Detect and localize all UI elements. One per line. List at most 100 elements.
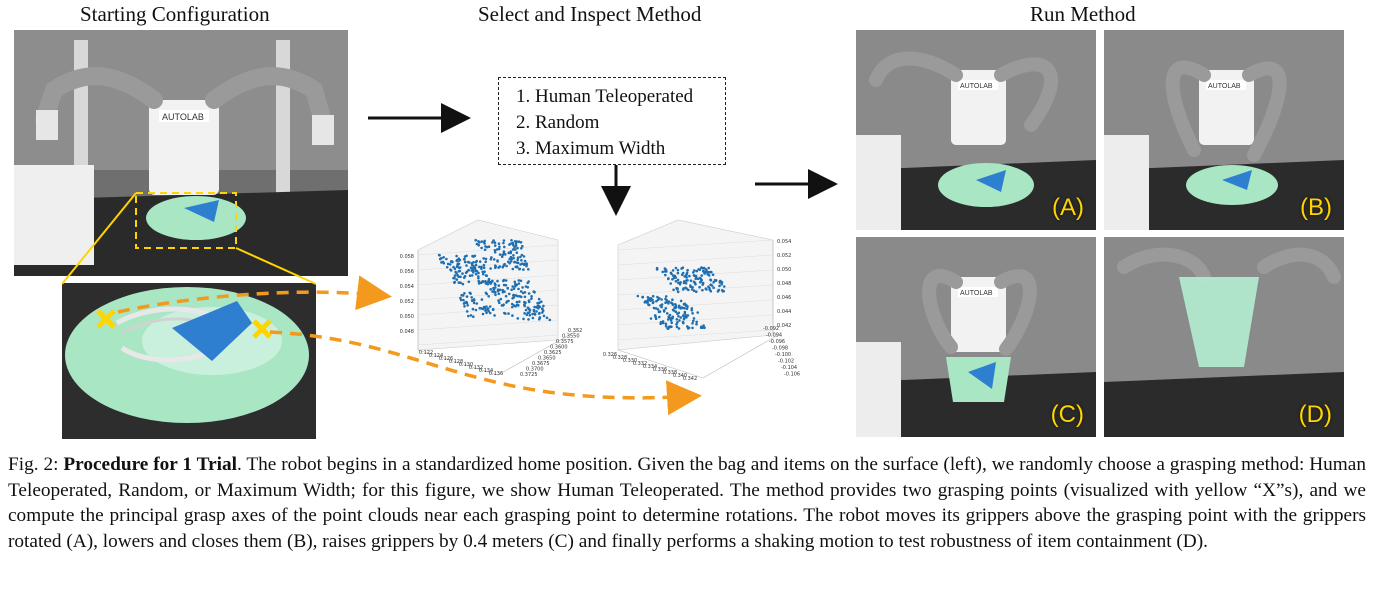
point-cloud-point	[722, 289, 725, 293]
point-cloud-point	[462, 302, 466, 305]
point-cloud-point	[517, 240, 521, 243]
point-cloud-point	[514, 282, 517, 286]
point-cloud-point	[471, 299, 474, 302]
point-cloud-point	[535, 310, 538, 313]
point-cloud-point	[509, 250, 513, 253]
point-cloud-point	[503, 290, 506, 293]
point-cloud-point	[511, 305, 514, 309]
point-cloud-point	[478, 260, 482, 263]
point-cloud-point	[644, 300, 647, 303]
point-cloud-point	[514, 304, 517, 308]
point-cloud-point	[530, 297, 533, 300]
point-cloud-point	[649, 317, 653, 320]
caption-bold-title: Procedure for 1 Trial	[63, 454, 237, 475]
tick-label: 0.056	[400, 269, 414, 275]
point-cloud-point	[498, 245, 501, 249]
point-cloud-point	[518, 267, 521, 271]
point-cloud-point	[707, 274, 711, 277]
point-cloud-point	[461, 272, 464, 275]
point-cloud-point	[669, 325, 672, 329]
point-cloud-point	[485, 305, 488, 308]
method-list-box: Human Teleoperated Random Maximum Width	[498, 77, 726, 165]
point-cloud-point	[516, 256, 520, 259]
zoomed-bag-photo	[62, 283, 316, 439]
run-photo-b: AUTOLAB (B)	[1104, 30, 1344, 230]
robot-logo: AUTOLAB	[960, 290, 993, 297]
point-cloud-point	[646, 298, 650, 302]
grasp-x-icon-right	[252, 319, 272, 339]
run-photo-d: (D)	[1104, 237, 1344, 437]
point-cloud-point	[494, 283, 497, 286]
point-cloud-point	[474, 308, 478, 312]
point-cloud-point	[527, 268, 530, 271]
point-cloud-point	[511, 314, 514, 317]
point-cloud-point	[664, 268, 668, 272]
point-cloud-point	[690, 307, 694, 310]
panel-label-d: (D)	[1298, 401, 1332, 428]
point-cloud-point	[682, 317, 686, 321]
point-cloud-point	[455, 254, 458, 258]
header-starting-configuration: Starting Configuration	[80, 2, 270, 26]
point-cloud-point	[648, 303, 651, 307]
point-cloud-point	[493, 241, 497, 244]
point-cloud-point	[519, 290, 523, 293]
point-cloud-point	[481, 312, 485, 316]
point-cloud-point	[469, 266, 473, 270]
point-cloud-point	[480, 240, 483, 243]
point-cloud-point	[533, 305, 536, 309]
grasp-x-icon-left	[96, 309, 116, 329]
point-cloud-point	[488, 305, 492, 308]
point-cloud-point	[465, 301, 468, 304]
point-cloud-point	[466, 304, 469, 307]
point-cloud-point	[505, 264, 508, 268]
point-cloud-point	[682, 314, 685, 317]
point-cloud-point	[472, 266, 475, 269]
point-cloud-point	[545, 316, 549, 320]
point-cloud-point	[514, 248, 517, 251]
point-cloud-point	[666, 312, 669, 315]
point-cloud-point	[516, 317, 520, 320]
point-cloud-point	[694, 277, 698, 281]
tick-label: -0.100	[775, 352, 791, 358]
point-cloud-point	[453, 267, 457, 270]
point-cloud-point	[520, 253, 524, 257]
point-cloud-point	[669, 271, 673, 275]
point-cloud-point	[458, 266, 462, 269]
point-cloud-point	[500, 255, 504, 259]
point-cloud-point	[494, 265, 497, 268]
point-cloud-point	[512, 296, 516, 299]
point-cloud-point	[695, 320, 698, 324]
point-cloud-point	[461, 282, 465, 286]
point-cloud-point	[689, 285, 692, 288]
point-cloud-point	[487, 295, 490, 298]
point-cloud-point	[489, 288, 492, 291]
point-cloud-point	[525, 313, 529, 316]
point-cloud-point	[467, 260, 470, 264]
point-cloud-point	[477, 282, 481, 285]
point-cloud-point	[507, 251, 510, 255]
point-cloud-point	[459, 296, 462, 300]
point-cloud-point	[676, 312, 679, 316]
point-cloud-point	[678, 319, 681, 322]
point-cloud-point	[484, 274, 488, 277]
point-cloud-point	[686, 268, 689, 272]
point-cloud-point	[483, 248, 487, 251]
point-cloud-point	[709, 289, 713, 293]
point-cloud-point	[527, 299, 531, 302]
point-cloud-point	[494, 293, 497, 297]
point-cloud-point	[696, 311, 699, 314]
point-cloud-point	[674, 310, 678, 313]
point-cloud-point	[690, 309, 694, 312]
point-cloud-point	[712, 281, 715, 284]
point-cloud-point	[695, 269, 699, 273]
point-cloud-point	[641, 295, 645, 299]
point-cloud-point	[491, 290, 494, 293]
point-cloud-point	[503, 245, 506, 249]
point-cloud-point	[699, 280, 702, 284]
point-cloud-point	[477, 271, 480, 275]
point-cloud-point	[511, 267, 515, 271]
point-cloud-point	[467, 268, 470, 272]
point-cloud-point	[702, 324, 705, 327]
point-cloud-point	[455, 278, 459, 281]
point-cloud-point	[685, 304, 688, 307]
